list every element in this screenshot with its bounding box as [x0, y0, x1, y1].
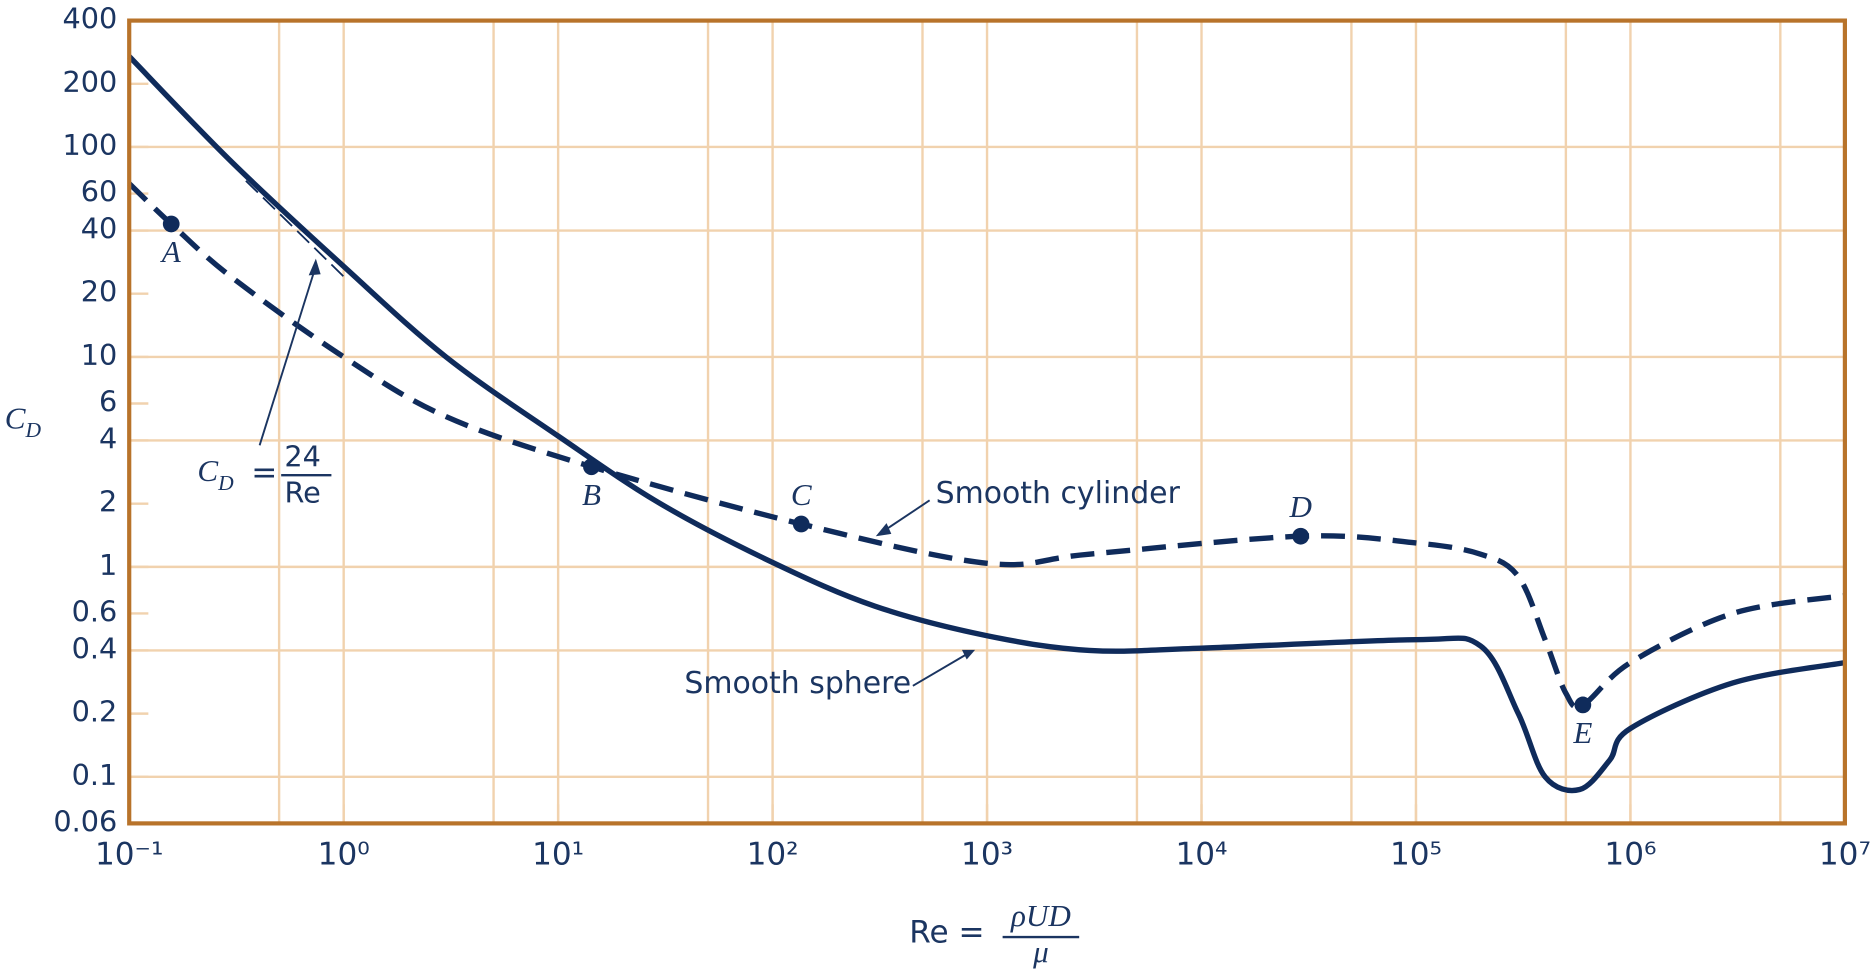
point-marker [583, 458, 600, 476]
cylinder-label: Smooth cylinder [936, 476, 1181, 511]
x-tick-label: 10⁰ [318, 837, 370, 873]
x-tick-label: 10¹ [532, 837, 584, 873]
y-tick-label: 0.6 [72, 594, 118, 628]
y-tick-label: 100 [62, 128, 117, 162]
annotation-arrow [912, 652, 969, 687]
grid [128, 19, 1847, 825]
arrow-head [961, 649, 976, 660]
x-tick-label: 10⁴ [1175, 837, 1227, 873]
y-tick-label: 4 [99, 421, 117, 455]
plot-frame [127, 18, 1847, 826]
y-tick-label: 0.06 [53, 804, 117, 838]
y-tick-label: 40 [81, 212, 118, 246]
point-label: A [160, 234, 182, 269]
y-tick-label: 60 [81, 175, 118, 209]
x-tick-label: 10⁶ [1604, 837, 1656, 873]
y-tick-label: 10 [81, 338, 118, 372]
point-label: C [791, 477, 813, 512]
x-label-lhs: Re = [909, 914, 984, 950]
series-line [127, 181, 1846, 710]
annotation-arrow [258, 265, 317, 446]
curves [127, 54, 1846, 794]
point-label: B [582, 477, 601, 512]
formula-den: Re [285, 475, 321, 509]
x-tick-label: 10² [747, 837, 799, 873]
y-tick-label: 0.2 [72, 695, 118, 729]
point-marker [162, 215, 180, 233]
sphere-label: Smooth sphere [684, 666, 911, 701]
formula-eq: = [251, 455, 277, 491]
point-marker [1574, 696, 1592, 714]
y-tick-label: 0.1 [72, 758, 118, 792]
x-tick-label: 10³ [961, 837, 1013, 873]
x-tick-label: 10⁵ [1390, 837, 1442, 873]
formula-num: 24 [284, 439, 321, 473]
x-label-den: μ [1032, 934, 1049, 969]
y-tick-label: 200 [62, 65, 117, 99]
arrow-head [308, 258, 321, 276]
formula-sub: D [217, 471, 234, 495]
y-axis-label: CD [5, 401, 42, 443]
y-tick-label: 400 [62, 2, 117, 36]
y-label-main: C [5, 401, 27, 436]
y-tick-label: 1 [99, 548, 117, 582]
y-tick-label: 0.4 [72, 631, 118, 665]
formula-lhs: CD [197, 453, 234, 495]
point-label: D [1288, 489, 1311, 524]
point-marker [1292, 527, 1310, 545]
arrow-head [875, 523, 892, 537]
annotation-arrow [882, 499, 931, 533]
y-tick-label: 2 [99, 485, 117, 519]
series-line [127, 54, 1846, 794]
y-tick-label: 20 [81, 275, 118, 309]
formula-c: C [197, 453, 219, 488]
point-marker [792, 515, 810, 533]
y-label-sub: D [25, 418, 42, 442]
x-label-num: ρUD [1010, 898, 1071, 933]
point-label: E [1572, 715, 1592, 750]
y-tick-label: 6 [99, 385, 117, 419]
x-tick-label: 10⁻¹ [95, 837, 163, 873]
x-tick-label: 10⁷ [1819, 837, 1871, 873]
